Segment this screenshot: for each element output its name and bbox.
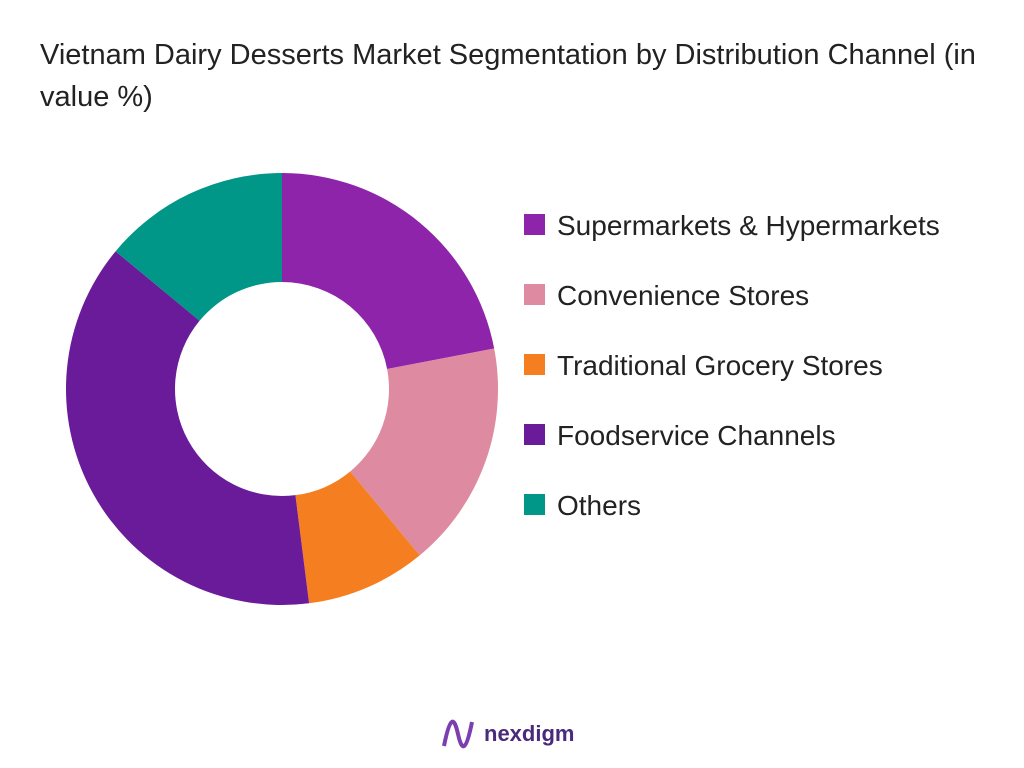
legend-label: Traditional Grocery Stores <box>557 350 883 381</box>
legend-swatch <box>524 494 545 515</box>
donut-slice <box>282 173 495 369</box>
legend-label: Convenience Stores <box>557 280 810 311</box>
legend-swatch <box>524 284 545 305</box>
legend-item: Supermarkets & Hypermarkets <box>524 204 965 248</box>
legend-swatch <box>524 214 545 235</box>
chart <box>66 173 498 606</box>
donut-slice <box>115 173 282 321</box>
legend-label: Supermarkets & Hypermarkets <box>557 210 940 241</box>
logo-icon <box>442 719 474 749</box>
donut-slice <box>295 471 420 604</box>
logo: nexdigm <box>440 716 574 752</box>
legend-item: Others <box>524 484 965 528</box>
legend-swatch <box>524 424 545 445</box>
legend-swatch <box>524 354 545 375</box>
chart-title: Vietnam Dairy Desserts Market Segmentati… <box>40 39 976 113</box>
legend: Supermarkets & Hypermarkets Convenience S… <box>524 204 965 554</box>
legend-item: Foodservice Channels <box>524 414 965 458</box>
donut-slice <box>350 348 498 556</box>
donut-slice <box>66 251 310 606</box>
brand-name: nexdigm <box>484 721 575 746</box>
legend-item: Convenience Stores <box>524 274 965 318</box>
legend-item: Traditional Grocery Stores <box>524 344 965 388</box>
legend-label: Others <box>557 490 642 521</box>
legend-label: Foodservice Channels <box>557 420 836 451</box>
